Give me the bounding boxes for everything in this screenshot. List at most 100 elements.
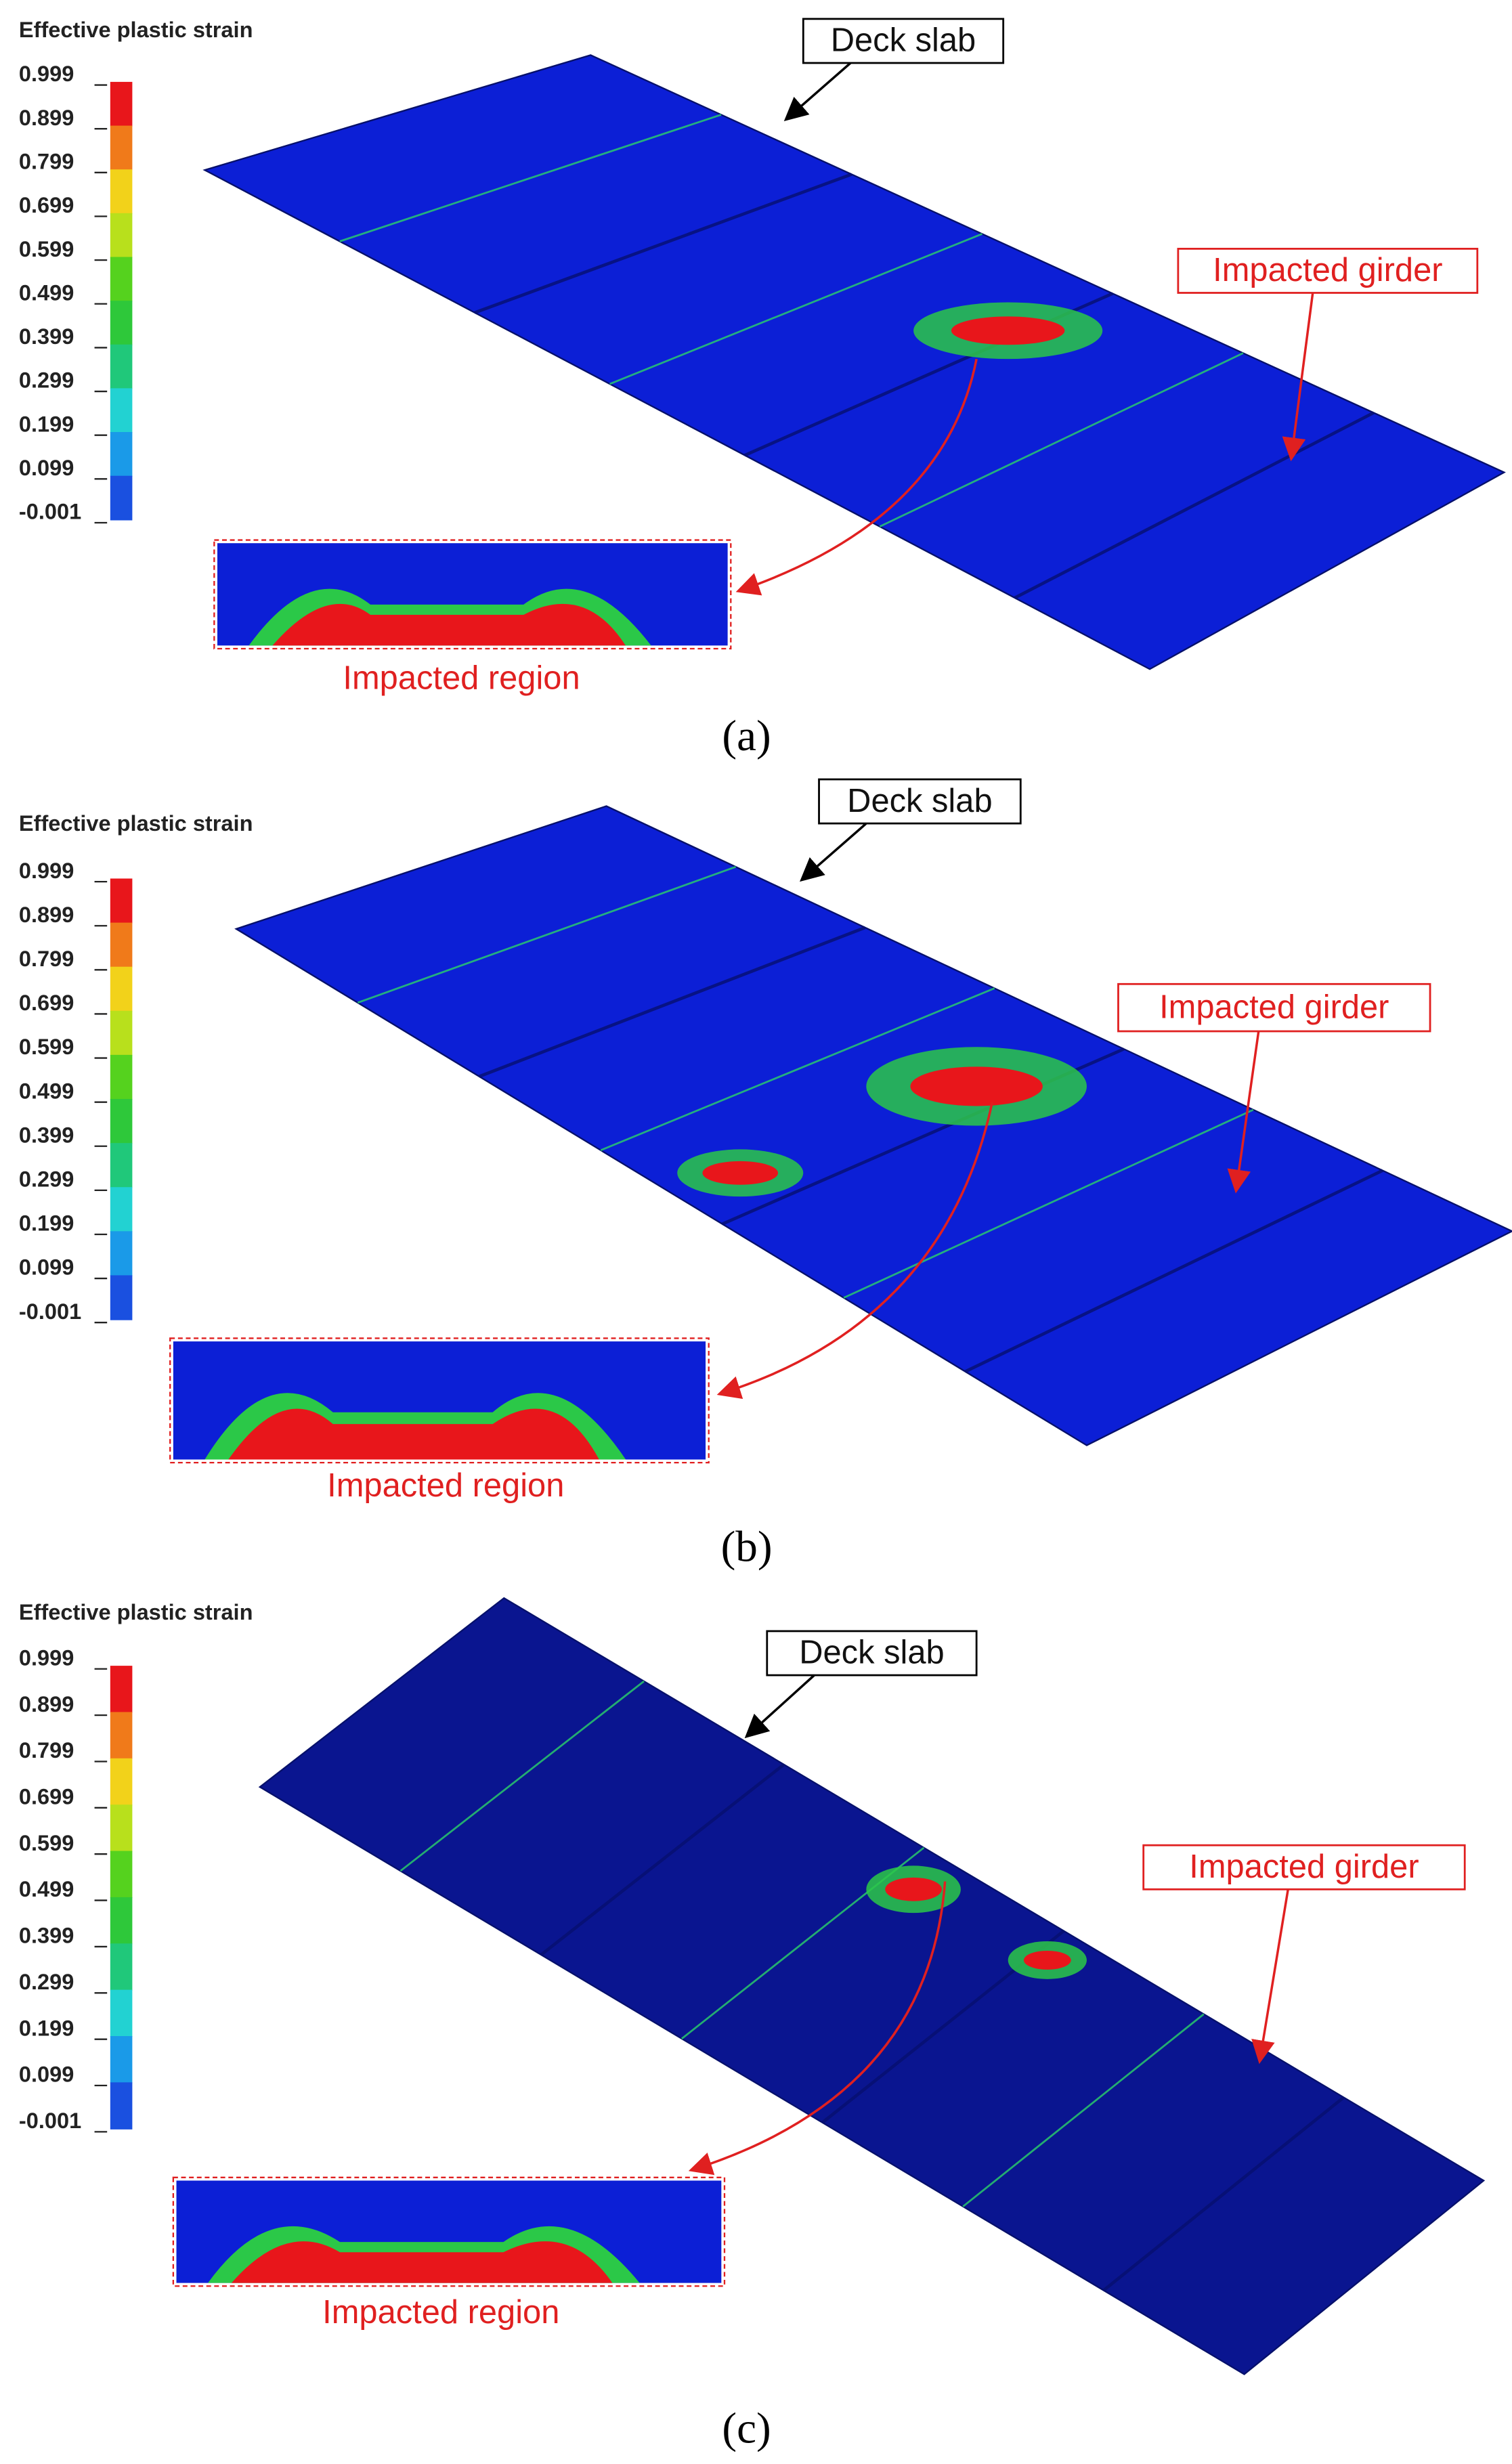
colorbar-tick-label: 0.799 [19, 1738, 74, 1763]
girder-line [399, 1680, 645, 1872]
colorbar-segment [110, 257, 133, 302]
callout-box [1177, 247, 1479, 294]
colorbar-tick-label: 0.999 [19, 1645, 74, 1670]
colorbar-tick-label: 0.299 [19, 1167, 74, 1192]
panel-label: (a) [722, 712, 771, 760]
colorbar-segment [110, 1712, 133, 1759]
callout-box [1142, 1844, 1466, 1890]
colorbar-segment [110, 125, 133, 171]
colorbar-segment [110, 1231, 133, 1276]
colorbar-tick-label: 0.099 [19, 456, 74, 480]
colorbar-tick-label: 0.799 [19, 149, 74, 173]
callout-arrow [1282, 293, 1314, 462]
colorbar-segment [110, 1758, 133, 1806]
girder-line [879, 352, 1244, 527]
colorbar-segment [110, 1275, 133, 1320]
colorbar-tick-label: 0.599 [19, 1035, 74, 1059]
callout-curve [735, 358, 978, 596]
colorbar-tick-label: 0.099 [19, 2062, 74, 2087]
colorbar-tick-label: 0.799 [19, 947, 74, 971]
panel-label: (b) [721, 1522, 773, 1571]
colorbar-segment [110, 1943, 133, 1991]
bridge-model [258, 1597, 1486, 2375]
deck-slab-label: Deck slab [799, 1635, 944, 1671]
colorbar-tick-label: 0.099 [19, 1255, 74, 1280]
colorbar-segment [110, 301, 133, 345]
colorbar-segment [110, 432, 133, 477]
impacted-region-label: Impacted region [343, 660, 580, 696]
inset-frame [172, 2176, 726, 2287]
strain-zone [702, 1161, 779, 1185]
colorbar-tick-label: -0.001 [19, 500, 81, 524]
colorbar-tick-label: 0.999 [19, 62, 74, 86]
inset-frame [169, 1337, 710, 1464]
strain-zone [1023, 1950, 1071, 1970]
colorbar-segment [110, 1187, 133, 1232]
colorbar-tick-label: 0.199 [19, 2016, 74, 2040]
colorbar-tick-label: 0.199 [19, 1211, 74, 1236]
colorbar-tick-label: 0.899 [19, 106, 74, 130]
girder-line [609, 233, 982, 385]
colorbar-segment [110, 1804, 133, 1852]
girder-line [357, 865, 737, 1004]
callout-box [766, 1630, 978, 1677]
colorbar-tick-label: 0.699 [19, 991, 74, 1015]
colorbar-tick-label: 0.499 [19, 1079, 74, 1103]
colorbar-segment [110, 922, 133, 968]
girder-line [600, 987, 995, 1152]
colorbar-tick-label: 0.399 [19, 1123, 74, 1147]
inset-strain [272, 603, 626, 646]
inset-strain [231, 2241, 613, 2283]
impacted-girder-label: Impacted girder [1159, 989, 1389, 1025]
colorbar-tick-label: 0.299 [19, 368, 74, 393]
colorbar-segment [110, 388, 133, 433]
bridge-model [202, 54, 1506, 670]
girder-line [1102, 2096, 1345, 2292]
colorbar-tick-label: 0.399 [19, 324, 74, 349]
deck-slab-label: Deck slab [831, 22, 976, 59]
colorbar-segment [110, 344, 133, 389]
colorbar-tick-label: 0.899 [19, 903, 74, 927]
girder-line [964, 1169, 1383, 1373]
strain-zone [910, 1066, 1043, 1106]
impacted-girder-label: Impacted girder [1213, 252, 1442, 288]
colorbar-segment [110, 1666, 133, 1713]
impacted-region-label: Impacted region [327, 1467, 564, 1504]
colorbar-tick-label: 0.399 [19, 1924, 74, 1948]
strain-zone [885, 1877, 942, 1901]
colorbar-segment [110, 966, 133, 1012]
colorbar-tick-label: 0.299 [19, 1970, 74, 1994]
colorbar-segment [110, 1143, 133, 1188]
inset-frame [213, 539, 732, 650]
colorbar-segment [110, 1054, 133, 1100]
colorbar-tick-label: 0.499 [19, 280, 74, 305]
callout-curve [716, 1102, 994, 1400]
colorbar-segment [110, 1851, 133, 1899]
impacted-region-label: Impacted region [322, 2294, 559, 2331]
deck-slab-label: Deck slab [847, 783, 992, 819]
panel: Effective plastic strain 0.999 0.899 0.799 0… [19, 778, 1512, 1571]
legend-title: Effective plastic strain [19, 811, 253, 836]
panel-label: (c) [722, 2404, 771, 2452]
girder-line [339, 114, 722, 242]
callout-arrow [800, 822, 867, 882]
girder-line [1014, 411, 1375, 599]
colorbar-segment [110, 1099, 133, 1144]
colorbar-segment [110, 169, 133, 215]
colorbar-tick-label: 0.699 [19, 193, 74, 217]
colorbar-segment [110, 2035, 133, 2083]
girder-line [474, 173, 852, 314]
colorbar-tick-label: 0.699 [19, 1784, 74, 1809]
colorbar-segment [110, 81, 133, 127]
panel: Effective plastic strain 0.999 0.899 0.799 0… [19, 1597, 1486, 2452]
colorbar-segment [110, 878, 133, 924]
callout-box [1117, 982, 1431, 1033]
strain-zone [951, 316, 1065, 345]
callout-arrow [783, 62, 852, 121]
callout-arrow [1251, 1889, 1289, 2065]
colorbar-tick-label: 0.899 [19, 1692, 74, 1716]
colorbar-segment [110, 1010, 133, 1056]
colorbar-tick-label: 0.599 [19, 237, 74, 261]
colorbar-segment [110, 213, 133, 258]
